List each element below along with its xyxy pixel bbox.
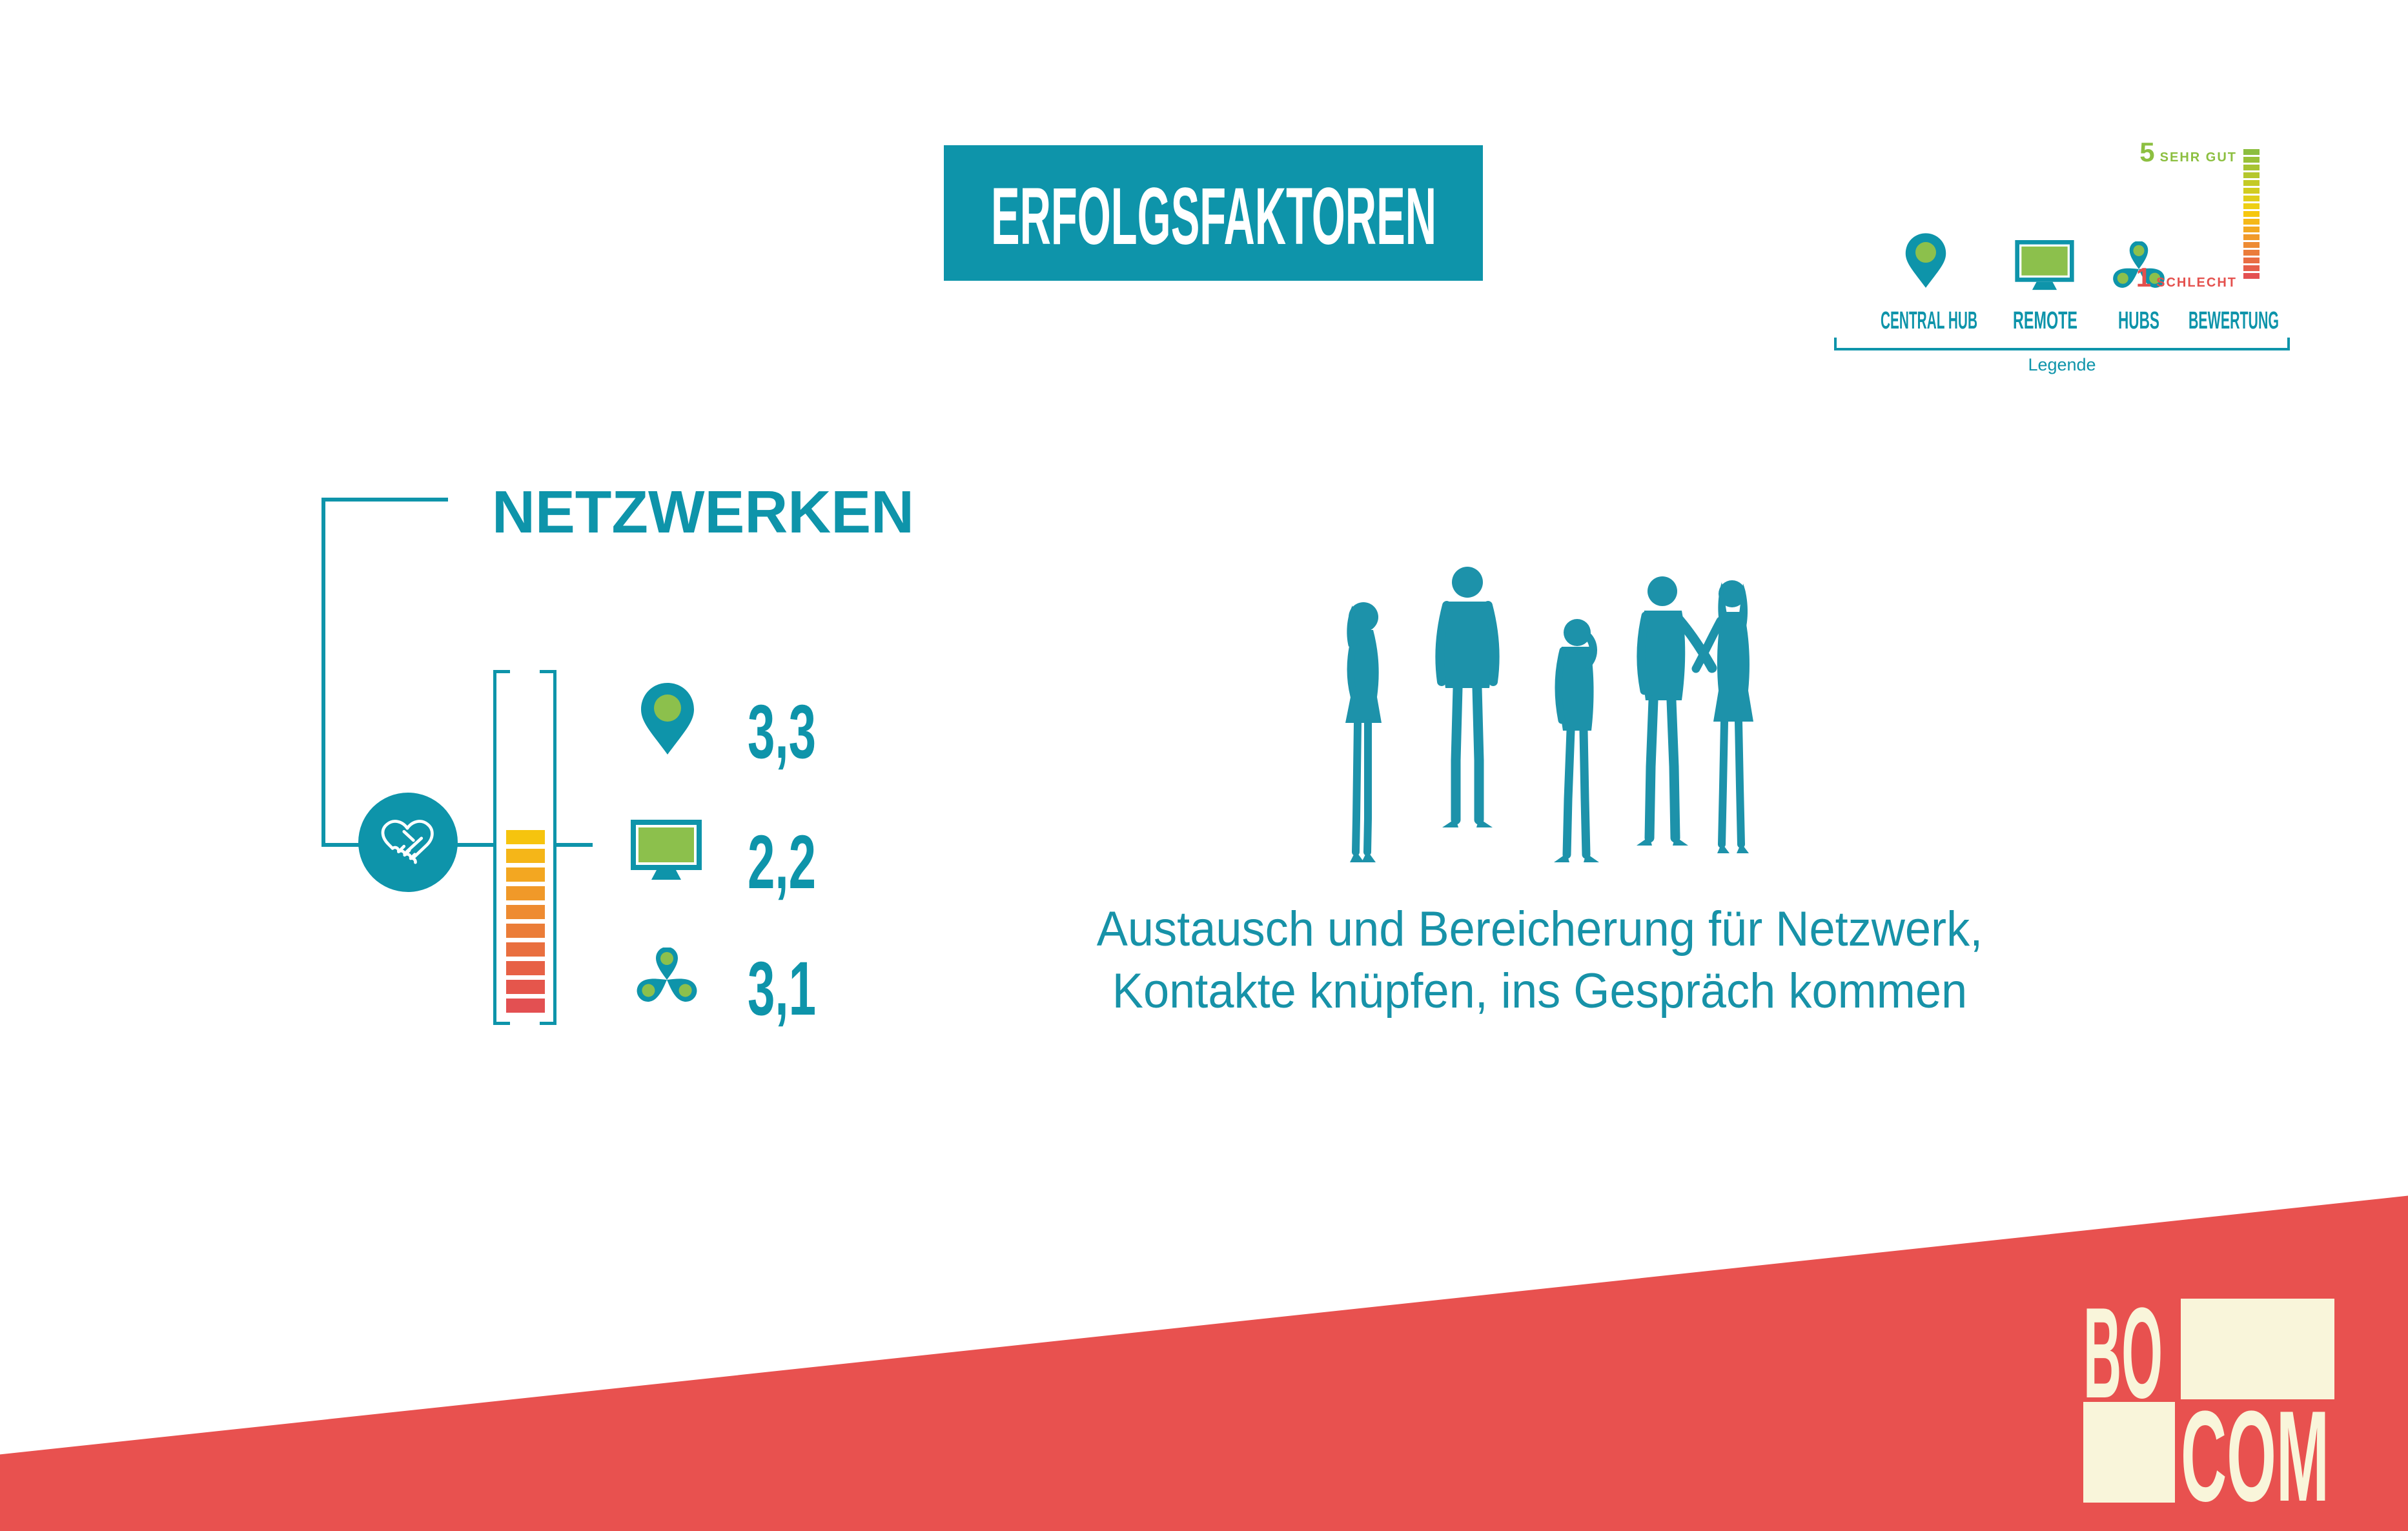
svg-text:HUBS: HUBS [2118, 307, 2159, 334]
rating-segment [2243, 234, 2260, 240]
bocom-logo: BO COM [2083, 1294, 2334, 1507]
rating-segment [2243, 258, 2260, 263]
legend-bracket [1834, 348, 2290, 350]
map-pin-icon [641, 683, 694, 755]
rating-segment [2243, 188, 2260, 194]
rating-segment [2243, 172, 2260, 178]
rating-segment [506, 999, 545, 1013]
rating-segment [506, 849, 545, 863]
rating-segment [2243, 180, 2260, 186]
gauge-bracket-right-bottom-tick [540, 1022, 556, 1025]
scale-top-label: 5 SEHR GUT [2134, 137, 2237, 168]
rating-scale-icon [2243, 149, 2260, 279]
legend-label-remote: REMOTE [2013, 307, 2077, 334]
rating-gauge [506, 830, 545, 1013]
rating-segment [2243, 265, 2260, 271]
scale-top-text: SEHR GUT [2159, 150, 2237, 165]
silhouette-person-on-phone [1554, 619, 1599, 862]
rating-segment [506, 886, 545, 900]
monitor-icon [631, 820, 702, 880]
networking-people-illustration [1345, 567, 1753, 862]
svg-text:REMOTE: REMOTE [2013, 307, 2077, 334]
connector-vertical-line [321, 498, 325, 847]
legend-bracket-left-tick [1834, 338, 1837, 350]
caption-text: Austausch und Bereicherung für Netzwerk,… [911, 898, 2168, 1022]
rating-segment [2243, 250, 2260, 256]
value-hubs: 3,1 [748, 953, 816, 1030]
title-box: ERFOLGSFAKTOREN [944, 145, 1483, 281]
rating-segment [506, 924, 545, 938]
rating-segment [2243, 157, 2260, 163]
rating-segment [2243, 273, 2260, 279]
caption-line-2: Kontakte knüpfen, ins Gespräch kommen [1112, 963, 1968, 1019]
legend-bracket-right-tick [2287, 338, 2290, 350]
page-title: ERFOLGSFAKTOREN [991, 172, 1436, 261]
rating-segment [2243, 165, 2260, 170]
silhouette-man-standing [1435, 567, 1500, 827]
rating-segment [2243, 211, 2260, 217]
section-title: NETZWERKEN [492, 478, 914, 543]
rating-segment [506, 942, 545, 957]
rating-segment [506, 961, 545, 975]
connector-mid-line-right [555, 843, 593, 847]
rating-segment [506, 867, 545, 882]
silhouette-woman-standing [1345, 602, 1382, 862]
rating-segment [2243, 227, 2260, 232]
hubs-icon [637, 948, 697, 1002]
scale-bottom-text: SCHLECHT [2156, 276, 2237, 290]
caption-line-1: Austausch und Bereicherung für Netzwerk, [1096, 902, 1983, 957]
rating-segment [506, 905, 545, 919]
silhouette-man-handshake [1637, 576, 1717, 846]
gauge-bracket-left-bottom-tick [493, 1022, 510, 1025]
logo-text-bottom: COM [2181, 1384, 2329, 1507]
section-title-svg: NETZWERKEN [492, 478, 914, 543]
gauge-bracket-right-top-tick [540, 670, 556, 673]
map-pin-icon [1905, 233, 1946, 288]
connector-top-line [321, 498, 448, 502]
monitor-icon [2015, 240, 2074, 290]
rating-segment [506, 980, 545, 994]
legend-label-hubs: HUBS [2118, 307, 2159, 334]
svg-text:BEWERTUNG: BEWERTUNG [2189, 307, 2279, 334]
rating-segment [2243, 242, 2260, 248]
value-central-hub-svg: 3,3 [748, 696, 816, 773]
gauge-bracket-left [493, 670, 496, 1025]
title-text-svg: ERFOLGSFAKTOREN [991, 172, 1436, 261]
value-remote-svg: 2,2 [748, 826, 816, 904]
gauge-bracket-right [553, 670, 556, 1025]
rating-segment [506, 830, 545, 844]
logo-block-bottom-left [2083, 1402, 2175, 1503]
silhouette-woman-handshake [1691, 580, 1753, 853]
rating-segment [2243, 149, 2260, 155]
scale-bottom-label: 1 SCHLECHT [2121, 262, 2237, 293]
rating-segment [2243, 219, 2260, 225]
gauge-bracket-left-top-tick [493, 670, 510, 673]
scale-bottom-value: 1 [2136, 262, 2152, 292]
value-central-hub: 3,3 [748, 696, 816, 773]
hubs-icon [2113, 241, 2165, 288]
handshake-badge [358, 793, 458, 892]
rating-segment [2243, 203, 2260, 209]
value-remote: 2,2 [748, 826, 816, 904]
legend-caption: Legende [2028, 355, 2096, 374]
value-hubs-svg: 3,1 [748, 953, 816, 1030]
svg-text:CENTRAL HUB: CENTRAL HUB [1881, 307, 1977, 334]
scale-top-value: 5 [2139, 137, 2155, 167]
logo-block-top-right [2181, 1299, 2334, 1399]
handshake-heart-icon [381, 820, 434, 864]
legend-label-bewertung: BEWERTUNG [2189, 307, 2279, 334]
logo-text-top: BO [2083, 1294, 2163, 1425]
legend-label-central-hub: CENTRAL HUB [1881, 307, 1977, 334]
rating-segment [2243, 196, 2260, 201]
